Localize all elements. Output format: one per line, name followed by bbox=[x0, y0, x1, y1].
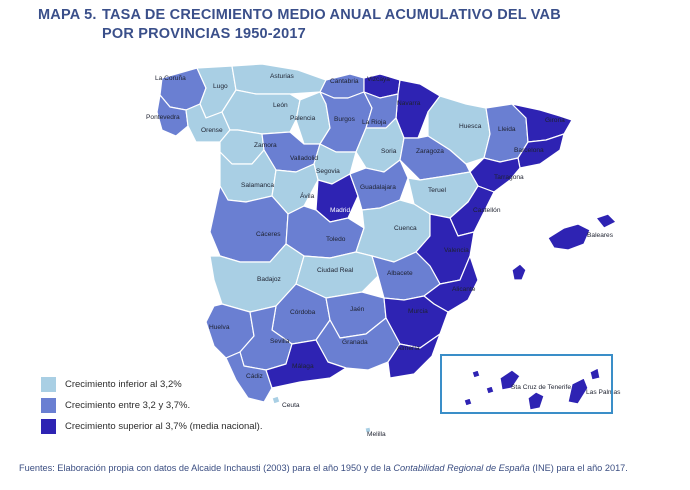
legend-label-mid: Crecimiento entre 3,2 y 3,7%. bbox=[65, 400, 191, 411]
province-label-cantabria: Cantabria bbox=[330, 78, 359, 85]
legend-swatch-high bbox=[40, 418, 57, 435]
province-label-pontevedra: Pontevedra bbox=[146, 114, 180, 121]
title-line-2: POR PROVINCIAS 1950-2017 bbox=[102, 26, 306, 42]
province-label-segovia: Segovia bbox=[316, 168, 340, 175]
province-label-vizcaya: Vizcaya bbox=[367, 76, 390, 83]
province-label-cordoba: Córdoba bbox=[290, 309, 316, 316]
province-malaga bbox=[265, 339, 347, 389]
province-melilla bbox=[364, 426, 372, 434]
province-label-avila: Ávila bbox=[300, 191, 315, 200]
province-sta-cruz-de-tenerife bbox=[463, 369, 521, 407]
province-label-toledo: Toledo bbox=[326, 236, 346, 243]
source-italic: Contabilidad Regional de España bbox=[393, 463, 530, 473]
province-las-palmas bbox=[527, 367, 601, 411]
source-note: Fuentes: Elaboración propia con datos de… bbox=[19, 462, 679, 474]
province-label-melilla: Melilla bbox=[367, 431, 386, 438]
province-label-albacete: Albacete bbox=[387, 270, 413, 277]
province-label-huelva: Huelva bbox=[209, 324, 230, 331]
province-label-navarra: Navarra bbox=[397, 100, 421, 107]
canary-islands-inset-frame bbox=[440, 354, 613, 414]
province-zaragoza bbox=[399, 135, 471, 181]
province-label-sevilla: Sevilla bbox=[270, 338, 290, 345]
province-label-la-coruna: La Coruña bbox=[155, 75, 186, 82]
source-suffix: (INE) para el año 2017. bbox=[529, 463, 628, 473]
province-label-burgos: Burgos bbox=[334, 116, 356, 123]
legend-swatch-mid bbox=[40, 397, 57, 414]
province-label-huesca: Huesca bbox=[459, 123, 482, 130]
province-label-alicante: Alicante bbox=[452, 286, 476, 293]
legend-item-mid: Crecimiento entre 3,2 y 3,7%. bbox=[40, 396, 262, 415]
province-label-badajoz: Badajoz bbox=[257, 276, 281, 283]
province-label-jaen: Jaén bbox=[350, 306, 365, 313]
province-cadiz bbox=[225, 351, 273, 403]
source-prefix: Fuentes: Elaboración propia con datos de… bbox=[19, 463, 394, 473]
province-huesca bbox=[427, 95, 491, 165]
legend-swatch-low bbox=[40, 376, 57, 393]
province-label-lleida: Lleida bbox=[498, 126, 516, 133]
province-label-malaga: Málaga bbox=[292, 363, 314, 370]
province-label-orense: Orense bbox=[201, 127, 223, 134]
province-label-valencia: Valencia bbox=[444, 247, 469, 254]
province-baleares bbox=[511, 213, 617, 281]
map-number: MAPA 5. bbox=[38, 7, 97, 23]
province-label-barcelona: Barcelona bbox=[514, 147, 544, 154]
map-legend: Crecimiento inferior al 3,2% Crecimiento… bbox=[40, 375, 262, 438]
province-label-almeria: Almería bbox=[397, 345, 420, 352]
province-label-lugo: Lugo bbox=[213, 83, 228, 90]
title-line-1: TASA DE CRECIMIENTO MEDIO ANUAL ACUMULAT… bbox=[102, 7, 561, 23]
province-label-ceuta: Ceuta bbox=[282, 402, 300, 409]
province-labels: La Coruña Lugo Pontevedra Orense Asturias Can… bbox=[146, 73, 621, 438]
map-title: MAPA 5. TASA DE CRECIMIENTO MEDIO ANUAL A… bbox=[38, 6, 561, 44]
province-label-granada: Granada bbox=[342, 339, 368, 346]
province-ceuta bbox=[271, 395, 281, 405]
province-label-tarragona: Tarragona bbox=[494, 174, 524, 181]
province-label-baleares: Baleares bbox=[587, 232, 614, 239]
province-label-zaragoza: Zaragoza bbox=[416, 148, 444, 155]
province-label-ciudad-real: Ciudad Real bbox=[317, 267, 354, 274]
legend-label-high: Crecimiento superior al 3,7% (media naci… bbox=[65, 421, 263, 432]
province-leon bbox=[221, 89, 301, 135]
legend-item-high: Crecimiento superior al 3,7% (media naci… bbox=[40, 417, 262, 436]
province-label-valladolid: Valladolid bbox=[290, 155, 318, 162]
province-label-sta-cruz-de-tenerife: Sta Cruz de Tenerife bbox=[511, 384, 571, 391]
province-label-cuenca: Cuenca bbox=[394, 225, 417, 232]
province-label-leon: León bbox=[273, 102, 288, 109]
province-label-las-palmas: Las Palmas bbox=[586, 389, 621, 396]
province-label-girona: Girona bbox=[545, 117, 565, 124]
province-label-teruel: Teruel bbox=[428, 187, 446, 194]
province-label-madrid: Madrid bbox=[330, 207, 350, 214]
legend-item-low: Crecimiento inferior al 3,2% bbox=[40, 375, 262, 394]
province-label-guadalajara: Guadalajara bbox=[360, 184, 396, 191]
province-label-zamora: Zamora bbox=[254, 142, 277, 149]
province-label-caceres: Cáceres bbox=[256, 231, 281, 238]
province-label-murcia: Murcia bbox=[408, 308, 428, 315]
province-shapes bbox=[156, 63, 617, 434]
province-almeria bbox=[387, 333, 441, 379]
province-label-palencia: Palencia bbox=[290, 115, 316, 122]
province-label-salamanca: Salamanca bbox=[241, 182, 274, 189]
province-label-asturias: Asturias bbox=[270, 73, 295, 80]
province-label-la-rioja: La Rioja bbox=[362, 119, 387, 126]
province-label-soria: Soria bbox=[381, 148, 397, 155]
province-guadalajara bbox=[349, 159, 409, 211]
province-label-cadiz: Cádiz bbox=[246, 373, 263, 380]
province-pontevedra bbox=[156, 94, 189, 137]
province-label-castellon: Castellón bbox=[473, 207, 501, 214]
legend-label-low: Crecimiento inferior al 3,2% bbox=[65, 379, 182, 390]
